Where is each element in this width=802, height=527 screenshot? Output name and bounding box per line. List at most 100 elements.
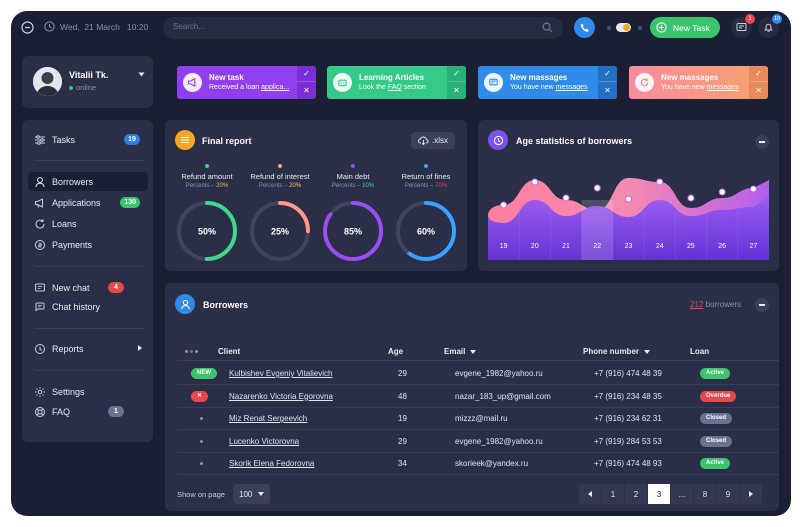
menu-icon[interactable]: [21, 21, 34, 34]
page-button[interactable]: 1: [602, 484, 625, 504]
page-button[interactable]: 8: [694, 484, 717, 504]
borrowers-panel: Borrowers 212 borrowers: [165, 283, 779, 511]
page-button[interactable]: 9: [717, 484, 740, 504]
donut-value: 60%: [417, 227, 435, 237]
page-size-value: 100: [239, 489, 253, 499]
column-header-email[interactable]: Email: [444, 347, 477, 356]
check-icon[interactable]: ✓: [297, 66, 316, 82]
data-point[interactable]: [562, 194, 570, 202]
data-point[interactable]: [687, 194, 695, 202]
donut-chart: 25%: [250, 201, 310, 261]
close-icon[interactable]: ✕: [755, 85, 762, 95]
data-point[interactable]: [531, 178, 539, 186]
page-size-select[interactable]: 100: [233, 484, 270, 504]
search-icon[interactable]: [542, 22, 553, 33]
notification-actions: ✓ ✕: [598, 66, 617, 99]
notification-card[interactable]: New task Received a loan applica... ✓ ✕: [177, 66, 316, 99]
notification-card[interactable]: New massages You have new messages ✓ ✕: [629, 66, 768, 99]
notification-link[interactable]: messages: [706, 84, 739, 91]
status-flag: ✕: [191, 390, 209, 402]
check-icon[interactable]: ✓: [749, 66, 768, 82]
sidebar-item-faq[interactable]: FAQ 1: [28, 402, 148, 421]
sidebar-item-settings[interactable]: Settings: [28, 382, 148, 401]
phone-cell: +7 (916) 234 62 31: [594, 414, 662, 423]
data-point[interactable]: [718, 188, 726, 196]
notification-link[interactable]: applica...: [261, 84, 290, 91]
divider: [34, 328, 144, 329]
notification-card[interactable]: New massages You have new messages ✓ ✕: [478, 66, 617, 99]
client-name-link[interactable]: Nazarenko Victoria Egorovna: [229, 391, 333, 401]
collapse-button[interactable]: [755, 298, 769, 312]
user-panel[interactable]: Vitalii Tk. online: [22, 56, 153, 108]
donut-arc: [250, 201, 310, 261]
close-icon[interactable]: ✕: [604, 85, 611, 95]
search-bar[interactable]: [163, 17, 563, 39]
data-point[interactable]: [749, 185, 757, 193]
current-page-button[interactable]: 3: [648, 484, 671, 504]
borrowers-count-number[interactable]: 212: [690, 300, 704, 309]
table-row[interactable]: Skorik Elena Fedorovna 34 skorieek@yandex.…: [177, 453, 779, 475]
check-icon[interactable]: ✓: [598, 66, 617, 82]
client-name-link[interactable]: Kulbishev Evgeniy Vitalievich: [229, 369, 333, 378]
legend-dot: [351, 164, 355, 168]
prev-page-button[interactable]: [579, 484, 602, 504]
sidebar-item-applications[interactable]: Applications 130: [28, 193, 148, 212]
column-header-loan[interactable]: Loan: [690, 347, 710, 356]
sidebar-item-new-chat[interactable]: New chat 4: [28, 278, 148, 297]
sidebar-item-reports[interactable]: Reports: [28, 339, 148, 358]
chevron-down-icon[interactable]: [138, 72, 145, 77]
highlight-column[interactable]: [581, 200, 613, 260]
loan-status-badge: Overdue: [700, 390, 737, 402]
tasks-badge: 19: [124, 134, 140, 145]
data-point[interactable]: [500, 201, 508, 209]
x-tick-label: 22: [593, 243, 601, 250]
collapse-button[interactable]: [755, 135, 769, 149]
cloud-download-icon: [418, 136, 429, 145]
messages-button[interactable]: 1: [731, 14, 755, 38]
table-row[interactable]: Miz Renat Sergeevich 19 mizzz@mail.ru +7 (9…: [177, 408, 779, 430]
sidebar-item-label: Applications: [52, 197, 101, 208]
sidebar-item-borrowers[interactable]: Borrowers: [28, 172, 148, 191]
data-point[interactable]: [593, 184, 601, 192]
close-icon[interactable]: ✕: [453, 85, 460, 95]
table-row[interactable]: NEW Kulbishev Evgeniy Vitalievich 29 evgene…: [177, 363, 779, 385]
sidebar-item-label: FAQ: [52, 406, 71, 417]
sidebar-item-payments[interactable]: Payments: [28, 235, 148, 254]
column-header-phone[interactable]: Phone number: [583, 347, 651, 356]
new-task-button[interactable]: New Task: [650, 17, 720, 38]
loan-status-badge: Closed: [700, 413, 733, 424]
table-row[interactable]: Lucenko Victorovna 29 evgene_1982@yahoo.ru…: [177, 431, 779, 453]
sidebar-item-tasks[interactable]: Tasks 19: [28, 130, 148, 149]
notification-text: You have new messages: [510, 84, 588, 91]
data-point[interactable]: [656, 178, 664, 186]
page-button[interactable]: 2: [625, 484, 648, 504]
column-header-client[interactable]: Client: [218, 347, 241, 356]
close-icon[interactable]: ✕: [303, 85, 310, 95]
sidebar-item-loans[interactable]: Loans: [28, 214, 148, 233]
next-page-button[interactable]: [740, 484, 763, 504]
donut-value: 25%: [271, 227, 289, 237]
call-button[interactable]: [574, 17, 595, 38]
notification-card[interactable]: Learning Articles Look the FAQ section ✓…: [327, 66, 466, 99]
sidebar-item-label: Tasks: [52, 134, 76, 145]
notification-title: New massages: [661, 73, 719, 82]
client-name-link[interactable]: Skorik Elena Fedorovna: [229, 459, 315, 468]
client-name-link[interactable]: Miz Renat Sergeevich: [229, 414, 308, 423]
search-input[interactable]: [173, 22, 533, 31]
notification-actions: ✓ ✕: [447, 66, 466, 99]
divider: [34, 266, 144, 267]
data-point[interactable]: [625, 195, 632, 203]
export-xlsx-button[interactable]: .xlsx: [411, 132, 455, 149]
age-area-chart: 19 20 21 22 23 24 25 26 27: [488, 178, 769, 260]
donut-name: Refund of interest: [250, 172, 310, 181]
theme-toggle[interactable]: [616, 23, 631, 32]
notification-link[interactable]: messages: [555, 84, 588, 91]
check-icon[interactable]: ✓: [447, 66, 466, 82]
client-name-link[interactable]: Lucenko Victorovna: [229, 436, 300, 446]
notifications-button[interactable]: 10: [758, 14, 782, 38]
notification-link[interactable]: FAQ: [387, 84, 402, 91]
column-header-age[interactable]: Age: [388, 347, 404, 356]
sidebar-item-chat-history[interactable]: Chat history: [28, 297, 148, 316]
table-row[interactable]: ✕ Nazarenko Victoria Egorovna 48 nazar_183_…: [177, 386, 779, 408]
x-tick-label: 20: [531, 243, 539, 250]
